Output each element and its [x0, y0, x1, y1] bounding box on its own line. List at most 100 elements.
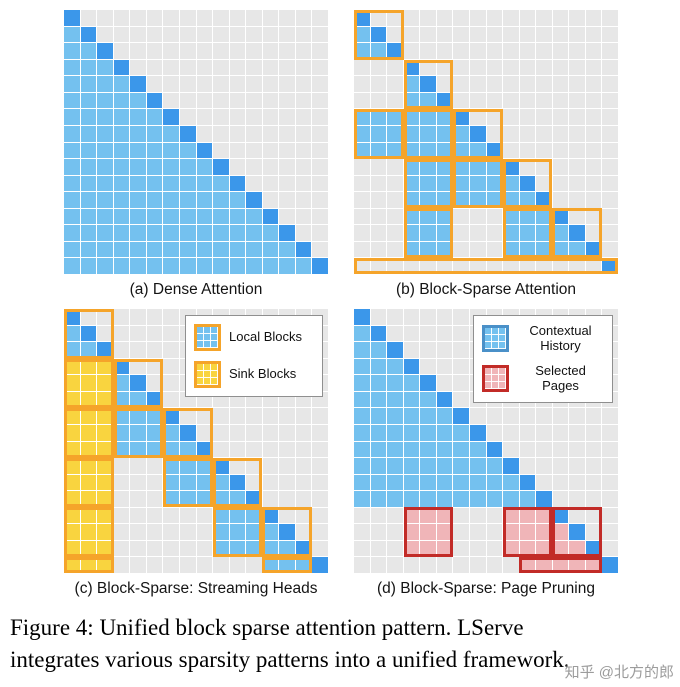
grid-cell [436, 225, 453, 241]
grid-cell [179, 192, 196, 208]
grid-cell [536, 557, 552, 573]
grid-cell [569, 408, 585, 424]
grid-cell [354, 540, 370, 557]
grid-cell [279, 208, 295, 225]
grid-cell [213, 491, 229, 507]
grid-cell [213, 92, 229, 109]
grid-cell [213, 557, 229, 573]
grid-cell [602, 540, 618, 557]
grid-cell [163, 491, 179, 507]
grid-cell [130, 408, 146, 424]
grid-cell [436, 309, 453, 325]
grid-cell [552, 59, 569, 76]
grid-cell [469, 59, 486, 76]
grid-cell [295, 125, 312, 142]
grid-cell [196, 76, 213, 92]
grid-cell [64, 358, 80, 375]
grid-cell [163, 43, 179, 59]
grid-cell [97, 26, 113, 43]
grid-cell [387, 557, 403, 573]
grid-cell [552, 258, 569, 274]
grid-cell [536, 524, 552, 540]
grid-cell [420, 408, 436, 424]
grid-cell [420, 342, 436, 358]
grid-cell [387, 43, 403, 59]
grid-cell [585, 524, 602, 540]
grid-cell [130, 391, 146, 408]
grid-cell [146, 76, 163, 92]
grid-cell [519, 258, 536, 274]
grid-cell [130, 524, 146, 540]
grid-cell [246, 125, 262, 142]
grid-cell [552, 125, 569, 142]
grid-cell [486, 159, 503, 175]
grid-cell [354, 159, 370, 175]
grid-cell [196, 540, 213, 557]
grid-cell [97, 507, 113, 524]
grid-cell [163, 309, 179, 325]
grid-cell [146, 391, 163, 408]
grid-cell [295, 491, 312, 507]
grid-cell [403, 241, 420, 258]
grid-cell [453, 424, 469, 441]
grid-cell [370, 358, 387, 375]
grid-cell [179, 76, 196, 92]
grid-cell [519, 10, 536, 26]
grid-cell [403, 26, 420, 43]
grid-cell [354, 43, 370, 59]
grid-cell [196, 225, 213, 241]
grid-cell [80, 325, 97, 342]
grid-cell [519, 491, 536, 507]
grid-cell [486, 192, 503, 208]
grid-cell [387, 408, 403, 424]
grid-cell [370, 391, 387, 408]
grid-cell [113, 507, 130, 524]
grid-cell [179, 507, 196, 524]
grid-cell [519, 557, 536, 573]
grid-cell [179, 159, 196, 175]
grid-cell [113, 26, 130, 43]
grid-cell [552, 159, 569, 175]
grid-cell [246, 557, 262, 573]
sink-blocks-swatch [194, 361, 221, 388]
grid-cell [585, 142, 602, 159]
grid-cell [64, 474, 80, 491]
grid-cell [279, 159, 295, 175]
grid-cell [130, 358, 146, 375]
grid-cell [569, 109, 585, 125]
grid-cell [64, 408, 80, 424]
grid-cell [146, 524, 163, 540]
grid-cell [295, 175, 312, 192]
grid-cell [64, 557, 80, 573]
grid-cell [552, 142, 569, 159]
grid-cell [163, 391, 179, 408]
grid-cell [179, 524, 196, 540]
grid-cell [262, 26, 279, 43]
grid-cell [279, 491, 295, 507]
grid-cell [354, 325, 370, 342]
grid-cell [486, 208, 503, 225]
grid-cell [229, 540, 246, 557]
grid-cell [536, 424, 552, 441]
grid-cell [213, 175, 229, 192]
grid-cell [503, 92, 519, 109]
grid-cell [519, 507, 536, 524]
grid-cell [354, 441, 370, 458]
grid-cell [403, 424, 420, 441]
grid-cell [585, 159, 602, 175]
grid-cell [312, 491, 328, 507]
grid-cell [97, 408, 113, 424]
grid-cell [113, 192, 130, 208]
grid-cell [295, 507, 312, 524]
grid-cell [552, 458, 569, 474]
grid-cell [453, 458, 469, 474]
grid-cell [536, 159, 552, 175]
grid-cell [113, 524, 130, 540]
grid-cell [569, 524, 585, 540]
grid-cell [97, 309, 113, 325]
grid-cell [453, 258, 469, 274]
grid-cell [130, 159, 146, 175]
grid-cell [585, 125, 602, 142]
grid-cell [179, 424, 196, 441]
